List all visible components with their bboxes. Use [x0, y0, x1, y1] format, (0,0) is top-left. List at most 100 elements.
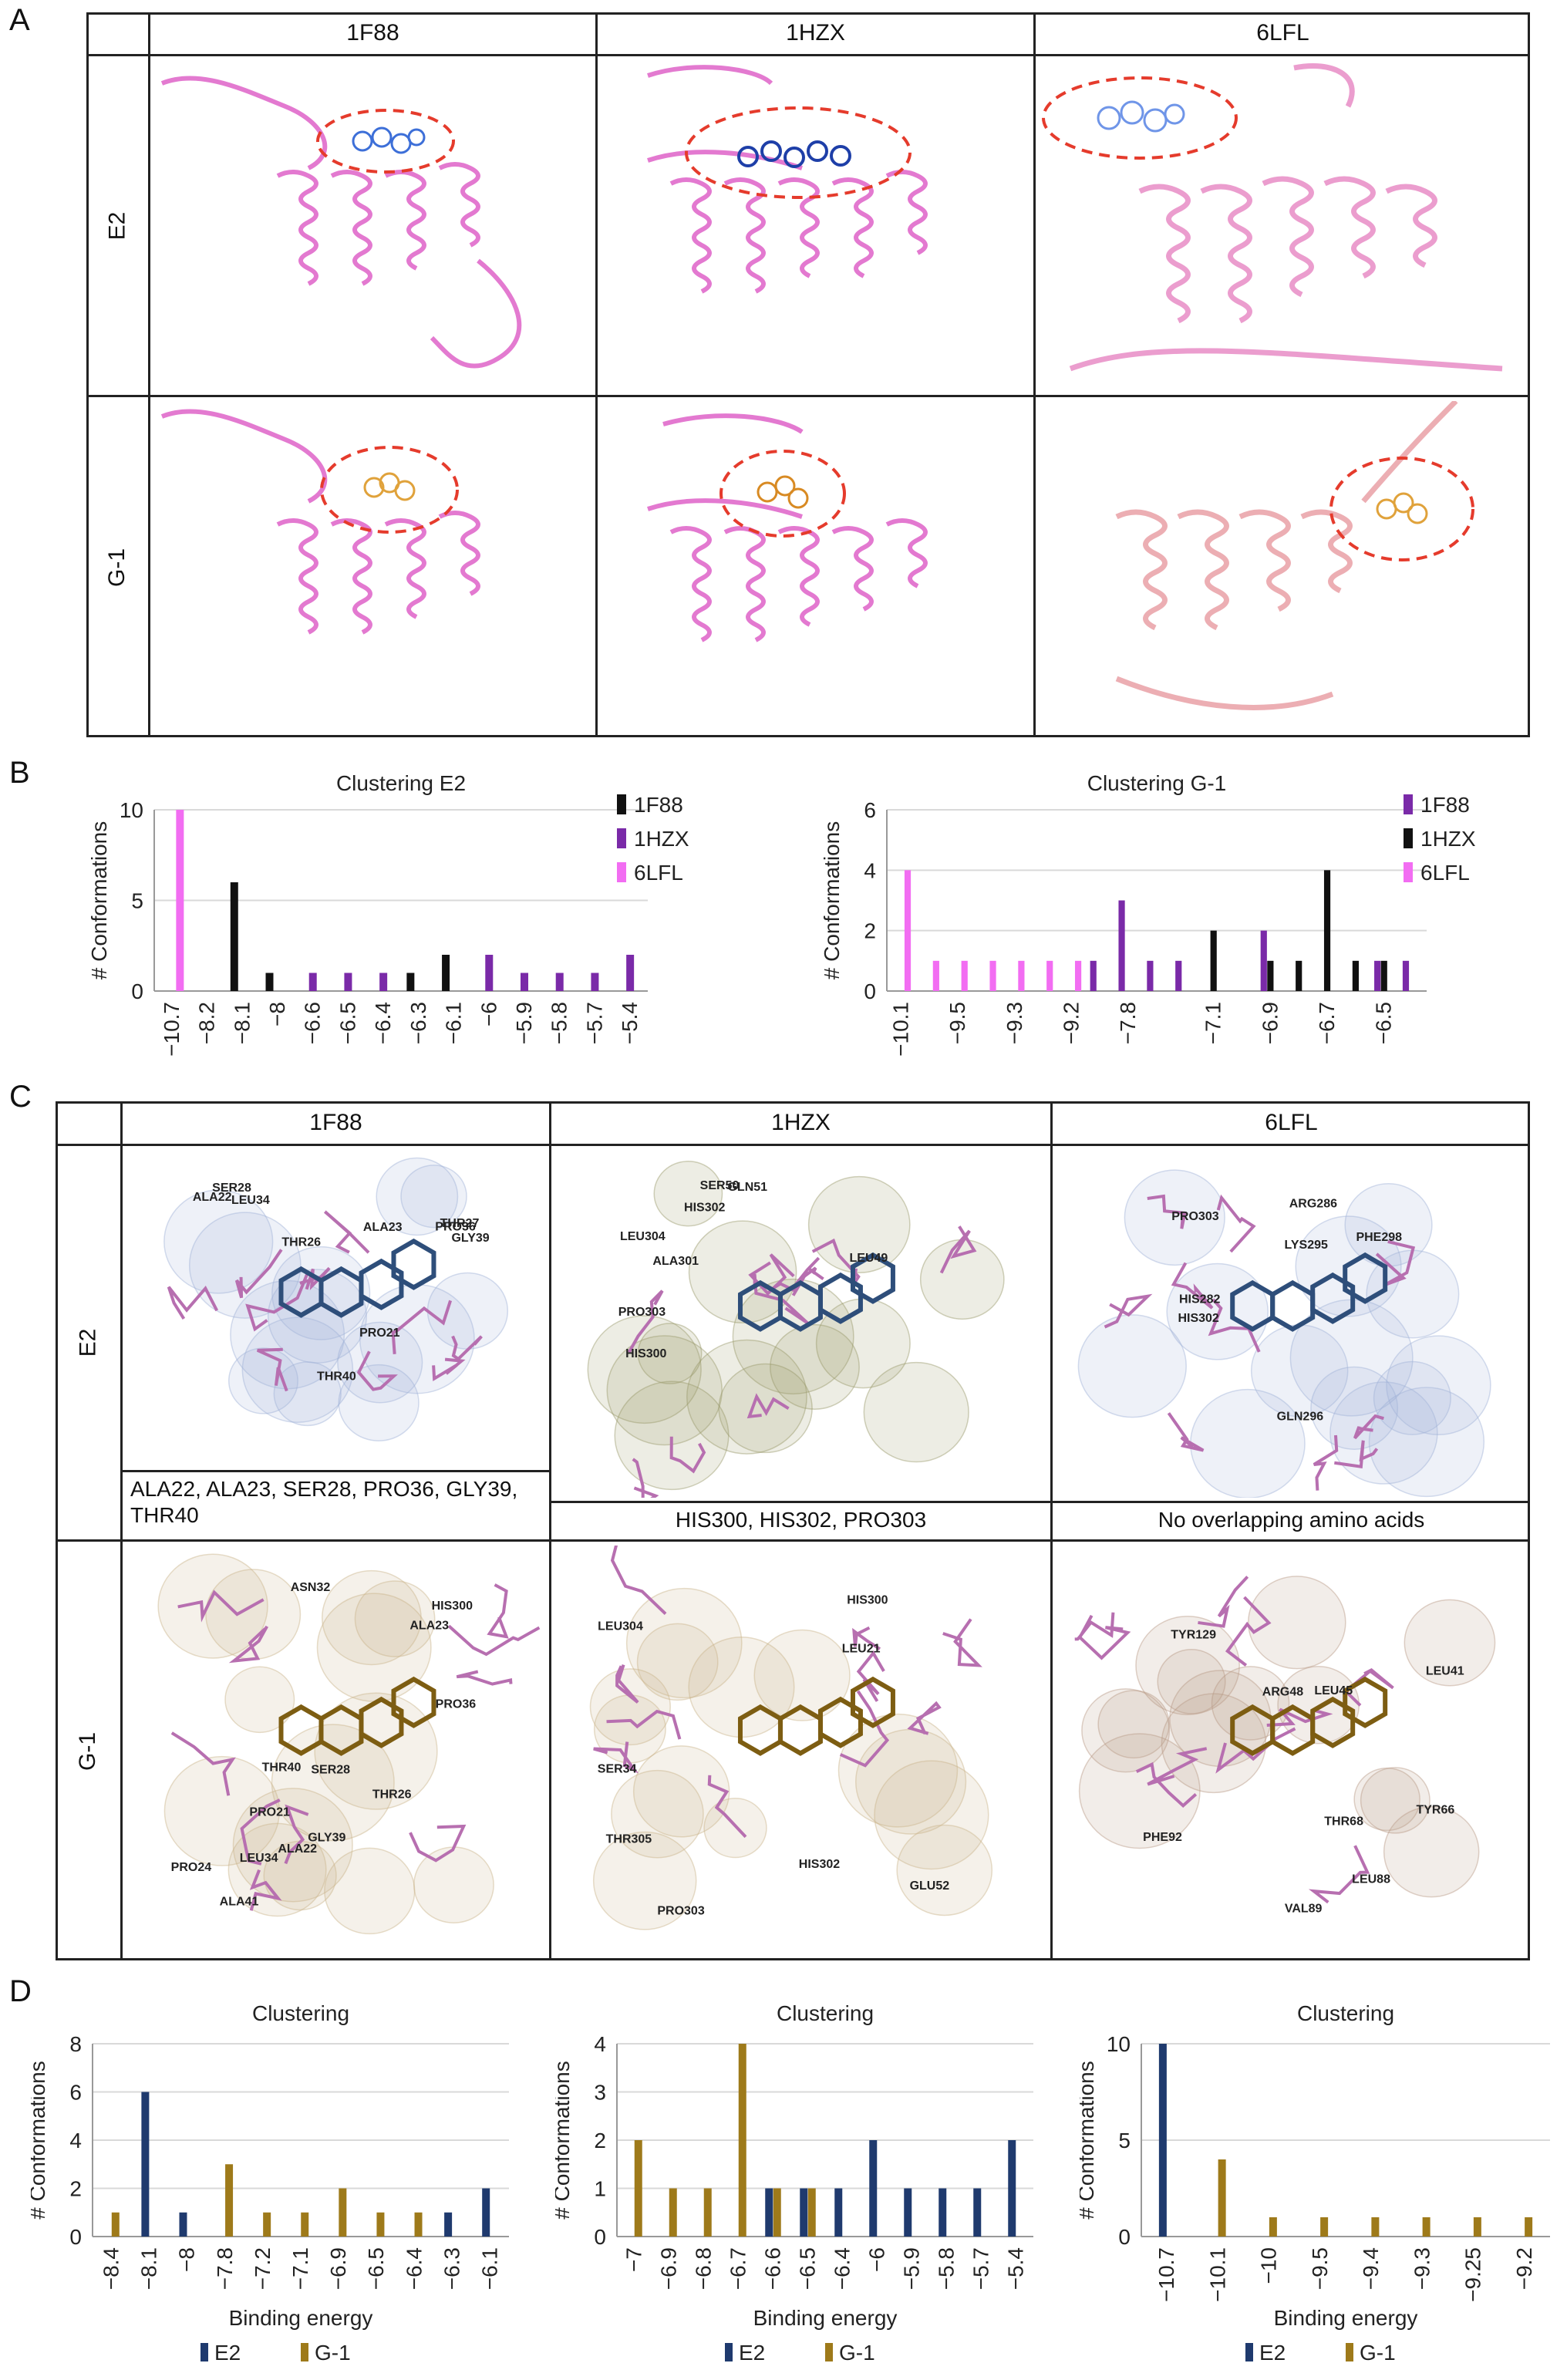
- row-label-g1: G-1: [74, 1731, 100, 1771]
- bar-g-1: [225, 2164, 234, 2237]
- legend-swatch: [617, 794, 626, 814]
- legend-swatch: [201, 2343, 208, 2361]
- x-tick-label: −7.8: [1116, 1002, 1140, 1044]
- bar-1f88: [1260, 930, 1267, 991]
- bar-e2: [973, 2188, 982, 2237]
- surface-sphere: [837, 1713, 959, 1828]
- surface-sphere: [163, 1189, 274, 1294]
- surface-sphere: [589, 1668, 671, 1746]
- bar-6lfl: [989, 960, 996, 991]
- bar-g-1: [1218, 2159, 1226, 2237]
- x-tick-label: −9.3: [1003, 1002, 1026, 1044]
- surface-sphere: [324, 1847, 416, 1935]
- y-tick-label: 2: [864, 919, 876, 943]
- residue-stick: [753, 1273, 809, 1325]
- y-tick-label: 6: [69, 2081, 82, 2105]
- x-tick-label: −8.2: [195, 1002, 219, 1044]
- surface-sphere: [1077, 1314, 1187, 1418]
- residue-stick: [167, 1286, 219, 1320]
- residue-label: ARG48: [1262, 1685, 1303, 1698]
- residue-stick: [234, 1249, 283, 1299]
- surface-sphere: [1097, 1690, 1170, 1759]
- bar-g-1: [376, 2212, 385, 2237]
- x-tick-label: −6.4: [371, 1002, 395, 1044]
- residue-label: PRO303: [1171, 1210, 1218, 1223]
- x-tick-label: −6.6: [301, 1002, 325, 1044]
- ligand-ring: [850, 1676, 895, 1728]
- y-tick-label: 0: [131, 979, 143, 1003]
- residue-label: GLU52: [910, 1879, 950, 1893]
- chart-clustering-e2: Clustering E2 0 5 10 # Conformations −10.7 −8.…: [87, 771, 689, 1064]
- residue-label: PHE298: [1356, 1231, 1402, 1244]
- legend-label: 1HZX: [1420, 827, 1476, 851]
- residue-label: LEU88: [1352, 1873, 1390, 1886]
- residue-stick: [1077, 1614, 1131, 1660]
- surface-sphere: [1248, 1576, 1346, 1670]
- bar-1hzx: [1267, 960, 1274, 991]
- grid-line: [595, 12, 598, 737]
- grid-line: [56, 1144, 1530, 1146]
- residue-label: HIS300: [847, 1593, 888, 1606]
- x-tick-label: −5.7: [969, 2247, 993, 2290]
- residue-label: VAL89: [1285, 1902, 1323, 1915]
- binding-pose-1f88-g1: PRO24 ALA23 THR26 HIS300 ALA22 THR40 ALA41 SER2…: [157, 1553, 541, 1935]
- protein-structure-6lfl-e2: [1042, 62, 1503, 372]
- surface-sphere: [686, 1339, 807, 1455]
- bar-1hzx: [1296, 960, 1302, 991]
- surface-sphere: [919, 1239, 1005, 1320]
- residue-stick: [447, 1624, 541, 1657]
- residue-label: SER34: [598, 1763, 637, 1776]
- surface-sphere: [1081, 1688, 1171, 1773]
- grid-line: [120, 1101, 123, 1960]
- residue-label: HIS282: [1179, 1293, 1220, 1306]
- chart-title: Clustering: [252, 2001, 349, 2025]
- residue-stick: [791, 1266, 824, 1296]
- grid-line: [148, 12, 150, 737]
- panel-letter-d: D: [9, 1974, 32, 2008]
- bar-g-1: [414, 2212, 423, 2237]
- x-tick-label: −6.3: [440, 2247, 463, 2290]
- x-tick-label: −10.7: [160, 1002, 184, 1057]
- surface-sphere: [625, 1587, 743, 1699]
- surface-sphere: [632, 1745, 730, 1838]
- residue-stick: [1216, 1194, 1256, 1253]
- row-label-e2: E2: [74, 1328, 100, 1357]
- residue-label: TYR129: [1171, 1628, 1216, 1641]
- residue-label: GLN296: [1277, 1410, 1324, 1423]
- residue-stick: [1343, 1667, 1394, 1707]
- y-tick-label: 0: [864, 979, 876, 1003]
- residue-label: LEU304: [598, 1620, 643, 1633]
- surface-sphere: [770, 1323, 860, 1410]
- surface-sphere: [354, 1580, 436, 1657]
- bar-1f88: [230, 882, 238, 991]
- residue-label: LEU45: [1314, 1684, 1353, 1697]
- chart-clustering-d-right: Clustering 0 5 10 # Conformations −10.7 −10.1 −…: [1080, 2001, 1550, 2365]
- bar-g-1: [1371, 2217, 1380, 2237]
- row-label-g1: G-1: [103, 548, 130, 587]
- residue-stick: [170, 1731, 236, 1796]
- grid-line: [86, 395, 1530, 397]
- surface-sphere: [611, 1769, 704, 1859]
- surface-sphere: [1157, 1649, 1226, 1714]
- x-tick-label: −7.2: [251, 2247, 275, 2290]
- residue-stick: [356, 1350, 398, 1391]
- bar-1f88: [406, 973, 415, 991]
- residue-stick: [249, 1869, 282, 1911]
- surface-sphere: [224, 1666, 295, 1734]
- residue-stick: [1313, 1434, 1339, 1491]
- surface-sphere: [413, 1846, 494, 1923]
- bar-6lfl: [932, 960, 939, 991]
- residue-label: ALA41: [220, 1896, 259, 1909]
- residue-stick: [1375, 1239, 1416, 1287]
- residue-label: THR26: [281, 1236, 321, 1249]
- surface-sphere: [1404, 1599, 1496, 1687]
- surface-sphere: [1353, 1767, 1420, 1832]
- bar-1hzx: [521, 973, 528, 991]
- x-tick-label: −6.1: [477, 2247, 501, 2290]
- residue-label: PHE92: [1143, 1831, 1182, 1844]
- bar-1hzx: [1323, 870, 1331, 991]
- bar-g-1: [703, 2188, 712, 2237]
- residue-label: SER28: [311, 1764, 350, 1777]
- residue-stick: [1171, 1262, 1214, 1310]
- legend-label: E2: [1259, 2341, 1286, 2365]
